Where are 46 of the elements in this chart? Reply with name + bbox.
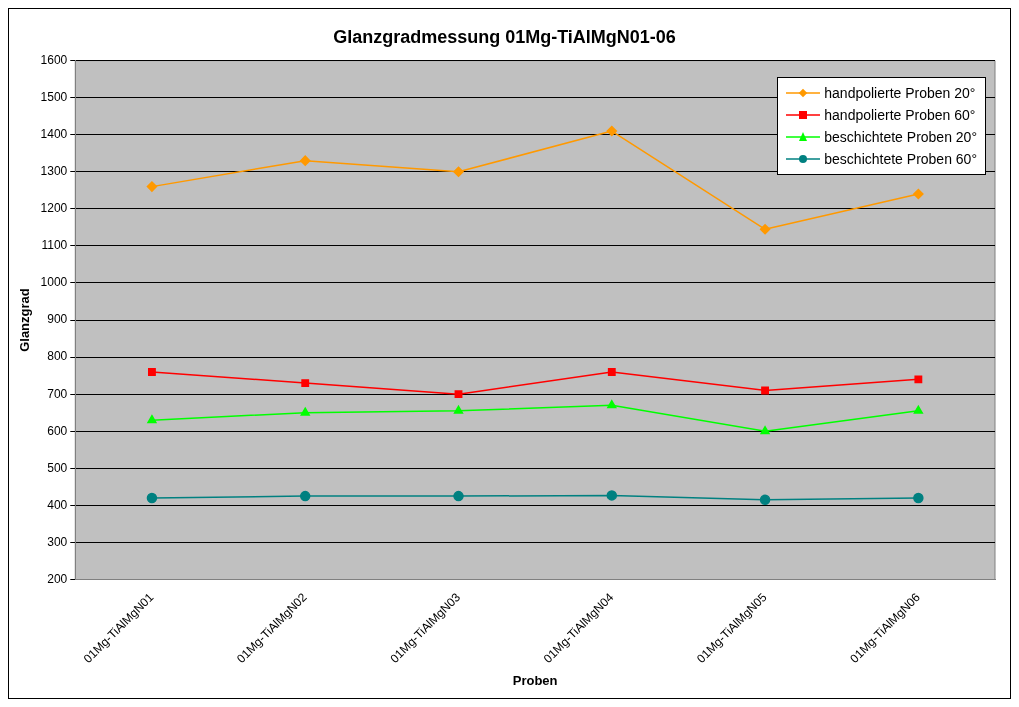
point [760,426,770,435]
chart-title: Glanzgradmessung 01Mg-TiAlMgN01-06 [333,26,676,47]
y-tick-label: 1100 [41,238,68,253]
point [453,405,464,414]
point [146,181,158,192]
point [148,368,156,376]
y-tick-label: 600 [47,423,68,438]
point [761,386,770,395]
point [299,155,311,166]
y-tick-label: 1000 [40,275,68,290]
y-tick-label: 900 [47,312,68,327]
point [454,390,463,399]
y-tick-label: 1600 [40,52,68,67]
y-tick-label: 700 [47,386,68,401]
y-tick-label: 1200 [40,201,68,216]
point [453,166,464,178]
point [299,490,311,502]
point [607,368,616,376]
legend-label: handpolierte Proben 20° [824,84,976,103]
point [300,407,310,416]
y-tick-label: 400 [47,497,68,512]
point [913,492,924,504]
point [913,188,924,200]
y-axis-title: Glanzgrad [17,288,33,352]
x-axis-title: Proben [512,672,558,688]
point [759,224,771,235]
y-tick-label: 800 [47,349,68,364]
point [606,125,618,137]
point [759,494,771,506]
legend-label: beschichtete Proben 60° [824,150,977,169]
legend-label: handpolierte Proben 60° [824,106,976,125]
y-tick-label: 1500 [40,89,68,104]
point [606,490,618,501]
point [913,405,924,414]
point [301,379,310,387]
point [147,414,157,424]
y-tick-label: 500 [47,460,68,475]
point [607,400,617,409]
y-tick-label: 1400 [40,127,68,142]
point [146,492,158,504]
legend-label: beschichtete Proben 20° [824,128,977,147]
y-tick-label: 1300 [40,164,68,179]
y-tick-label: 200 [47,571,68,586]
point [453,490,464,502]
y-tick-label: 300 [47,534,68,549]
point [914,375,923,384]
